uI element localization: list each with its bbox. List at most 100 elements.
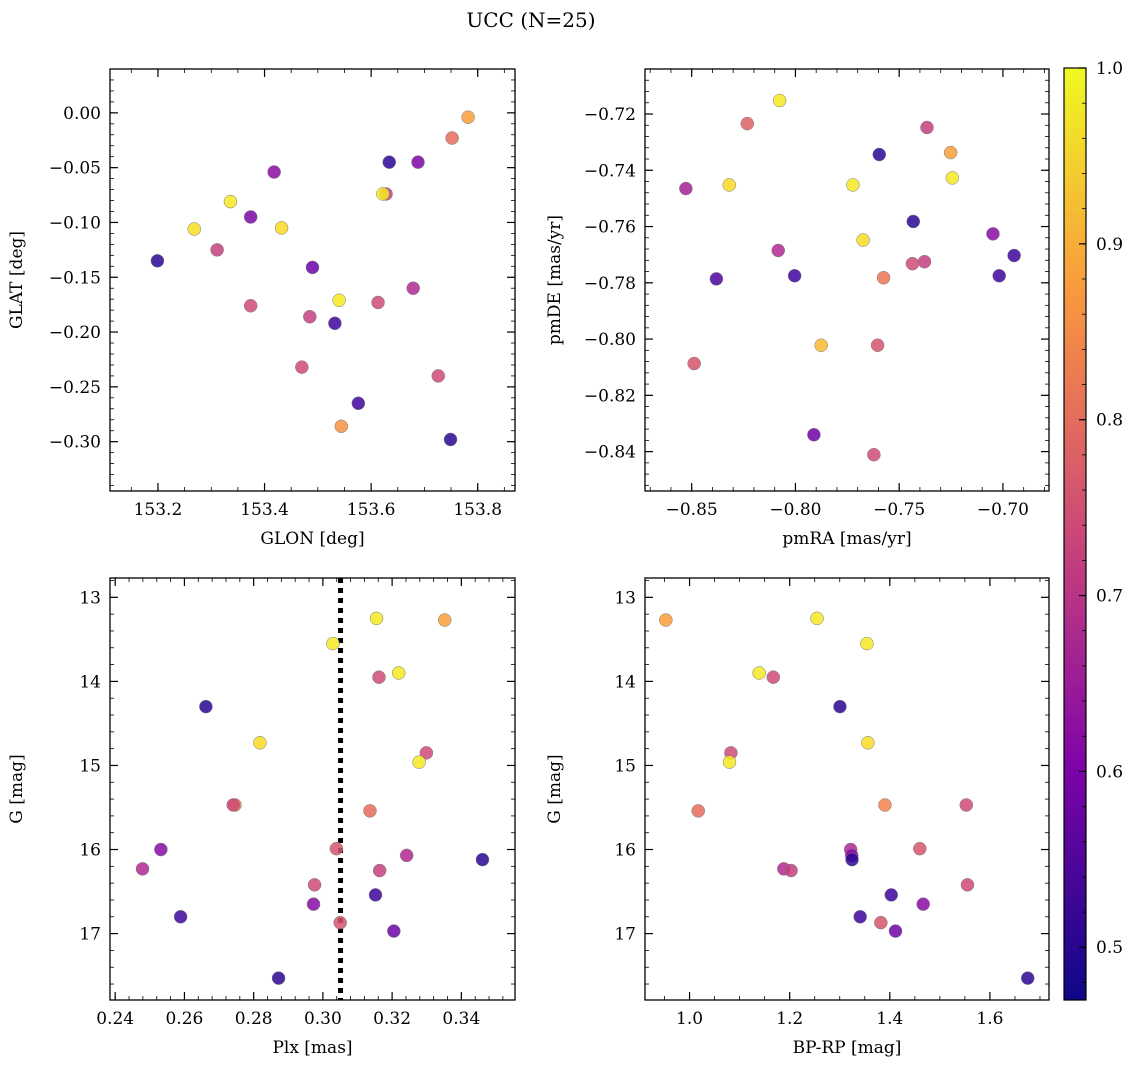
scatter-point xyxy=(771,243,785,258)
scatter-point xyxy=(431,369,446,383)
scatter-point xyxy=(787,269,802,283)
scatter-point xyxy=(437,613,452,627)
scatter-point xyxy=(267,165,281,179)
scatter-point xyxy=(659,613,673,627)
scatter-point xyxy=(412,755,426,769)
colorbar-tick-label: 0.7 xyxy=(1096,587,1123,607)
x-tick-label: 153.4 xyxy=(240,500,289,520)
scatter-point xyxy=(920,120,934,135)
y-tick-label: −0.25 xyxy=(49,378,101,398)
minor-ticks xyxy=(645,68,1049,491)
scatter-point xyxy=(740,116,755,131)
x-tick-label: 0.34 xyxy=(442,1009,480,1029)
y-tick-label: 17 xyxy=(614,925,636,945)
scatter-point xyxy=(307,878,322,892)
x-tick-label: −0.80 xyxy=(769,500,821,520)
x-tick-label: 0.28 xyxy=(235,1009,273,1029)
scatter-point xyxy=(351,396,366,411)
scatter-point xyxy=(943,145,958,160)
y-tick-label: −0.84 xyxy=(584,443,636,463)
scatter-point xyxy=(752,666,766,680)
scatter-point xyxy=(709,272,724,286)
x-tick-label: 0.26 xyxy=(165,1009,203,1029)
scatter-point xyxy=(445,131,459,145)
scatter-point xyxy=(173,910,188,924)
scatter-point xyxy=(135,862,150,876)
scatter-point xyxy=(960,878,975,892)
scatter-point xyxy=(691,804,705,818)
colorbar-tick-label: 0.6 xyxy=(1096,762,1123,782)
scatter-point xyxy=(853,910,867,924)
y-tick-label: 14 xyxy=(614,672,636,692)
scatter-point xyxy=(860,636,874,651)
x-tick-label: 0.32 xyxy=(373,1009,411,1029)
scatter-point xyxy=(243,210,258,224)
scatter-point xyxy=(959,798,974,812)
y-tick-label: −0.78 xyxy=(584,274,636,294)
scatter-point xyxy=(369,611,384,626)
scatter-point xyxy=(766,670,781,684)
scatter-point xyxy=(874,915,888,930)
x-tick-label: 0.24 xyxy=(96,1009,134,1029)
x-tick-label: 1.4 xyxy=(876,1009,903,1029)
y-tick-label: −0.74 xyxy=(584,161,636,181)
x-tick-label: −0.70 xyxy=(977,500,1029,520)
scatter-series xyxy=(150,110,475,447)
scatter-point xyxy=(326,636,340,651)
scatter-point xyxy=(810,611,824,626)
scatter-point xyxy=(243,299,258,313)
scatter-point xyxy=(461,110,475,124)
scatter-point xyxy=(845,852,859,867)
y-tick-label: 17 xyxy=(79,925,101,945)
scatter-point xyxy=(387,924,401,938)
x-tick-label: −0.85 xyxy=(666,500,718,520)
scatter-point xyxy=(876,270,891,285)
scatter-point xyxy=(772,93,787,108)
y-tick-label: 15 xyxy=(614,756,636,776)
axes-frame xyxy=(644,577,1050,1001)
scatter-point xyxy=(475,852,490,867)
scatter-point xyxy=(154,842,168,857)
colorbar-tick-label: 0.5 xyxy=(1096,938,1123,958)
scatter-series xyxy=(659,611,1035,985)
scatter-point xyxy=(856,233,870,247)
axes-frame xyxy=(644,68,1050,492)
scatter-point xyxy=(722,755,737,769)
scatter-point xyxy=(150,254,165,268)
x-tick-label: 1.0 xyxy=(676,1009,703,1029)
scatter-point xyxy=(332,293,346,308)
scatter-point xyxy=(905,256,920,271)
scatter-point xyxy=(372,670,386,684)
colorbar-tick-label: 0.9 xyxy=(1096,235,1123,255)
scatter-series xyxy=(679,93,1021,462)
scatter-point xyxy=(329,841,344,856)
y-tick-label: 13 xyxy=(614,588,636,608)
x-tick-label: 153.6 xyxy=(347,500,396,520)
x-tick-label: 153.2 xyxy=(134,500,183,520)
colorbar-tick-label: 0.8 xyxy=(1096,411,1123,431)
scatter-point xyxy=(992,269,1006,283)
scatter-point xyxy=(210,243,224,257)
x-axis-label: Plx [mas] xyxy=(272,1038,352,1058)
scatter-point xyxy=(368,888,383,902)
scatter-point xyxy=(884,888,899,902)
minor-ticks xyxy=(645,578,1049,1000)
scatter-point xyxy=(872,147,887,162)
scatter-point xyxy=(878,798,892,812)
panel-bprp-g: 1.0 1.2 1.4 1.6 13 14 15 16 17 BP-RP [mag] G [mag] xyxy=(545,577,1050,1058)
scatter-point xyxy=(399,848,414,863)
y-tick-label: −0.10 xyxy=(49,213,101,233)
scatter-point xyxy=(411,155,425,169)
scatter-point xyxy=(846,178,860,192)
scatter-point xyxy=(419,746,434,760)
scatter-point xyxy=(861,736,875,750)
scatter-point xyxy=(888,924,903,938)
y-tick-label: −0.82 xyxy=(584,386,636,406)
scatter-point xyxy=(371,295,385,310)
scatter-point xyxy=(870,338,885,353)
x-axis-label: GLON [deg] xyxy=(260,529,364,549)
y-tick-label: 16 xyxy=(614,841,636,861)
scatter-point xyxy=(814,338,828,353)
scatter-point xyxy=(274,221,289,235)
scatter-point xyxy=(406,281,420,295)
